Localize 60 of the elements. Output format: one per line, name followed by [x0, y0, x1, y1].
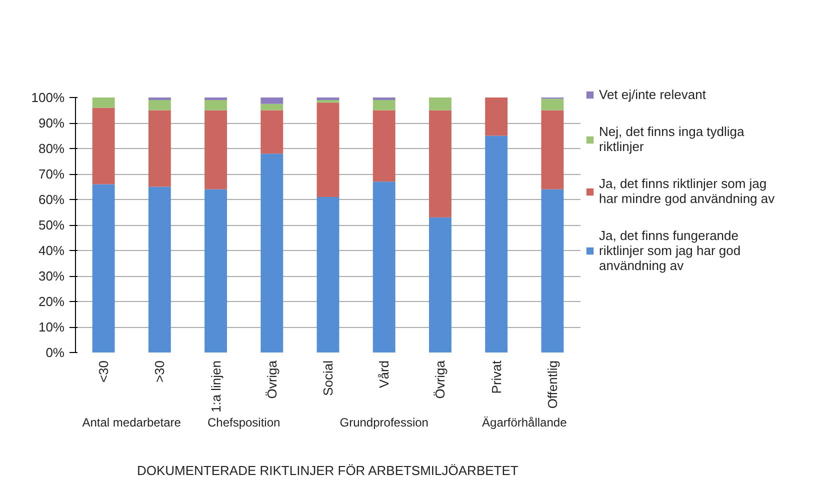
x-tick-label: 1:a linjen: [208, 360, 224, 413]
bar: [372, 100, 396, 110]
bar: [92, 108, 115, 184]
bar: [316, 98, 340, 100]
legend-label: Ja, det finns riktlinjer som jag har mindre god användning av: [599, 176, 775, 206]
bar: [316, 100, 340, 103]
legend-label: Nej, det finns inga tydliga riktlinjer: [599, 124, 744, 154]
text: Ägarförhållande: [482, 416, 568, 430]
y-tick-label: 30%: [38, 268, 65, 284]
bar: [429, 217, 452, 352]
bar: [148, 186, 171, 352]
bar: [485, 98, 508, 136]
bar: [92, 98, 115, 108]
y-tick-label: 0%: [46, 345, 65, 360]
bar: [148, 110, 171, 187]
y-tick-label: 90%: [38, 116, 65, 130]
text: Chefsposition: [207, 416, 280, 430]
y-tick-label: 60%: [38, 192, 65, 207]
x-tick-label: Övriga: [264, 360, 280, 399]
bar: [316, 102, 340, 197]
y-tick-label: 100%: [31, 90, 65, 105]
bar: [429, 110, 452, 218]
bar: [485, 136, 508, 352]
x-tick-label: Vård: [376, 360, 392, 388]
bar: [541, 189, 564, 352]
bar: [541, 110, 564, 190]
bar: [372, 182, 396, 352]
bar: [372, 110, 396, 182]
y-tick-label: 10%: [38, 320, 65, 334]
y-tick-label: 40%: [38, 243, 65, 258]
bar: [148, 100, 171, 110]
bar: [260, 110, 284, 154]
y-tick-label: 70%: [38, 166, 65, 182]
bar: [92, 184, 115, 352]
bar: [260, 154, 284, 352]
bar: [541, 98, 564, 110]
bar: [204, 100, 227, 110]
x-tick-label: Social: [320, 360, 336, 396]
bar: [204, 110, 227, 190]
x-tick-label: <30: [96, 360, 112, 383]
y-tick-label: 20%: [38, 294, 65, 309]
text: Grundprofession: [340, 416, 428, 430]
bar: [260, 104, 284, 110]
x-tick-label: Privat: [488, 360, 504, 394]
bar: [316, 196, 340, 352]
text: Antal medarbetare: [82, 416, 182, 430]
bar: [260, 98, 284, 104]
x-tick-label: Övriga: [432, 360, 448, 399]
legend-label: Vet ej/inte relevant: [599, 87, 706, 102]
bar: [204, 189, 227, 352]
y-tick-label: 50%: [38, 218, 65, 232]
bar: [204, 98, 227, 100]
x-axis-title: DOKUMENTERADE RIKTLINJER FÖR ARBETSMILJÖARBETET: [136, 463, 518, 478]
bar: [372, 98, 396, 100]
y-tick-label: 80%: [38, 141, 65, 156]
bar: [148, 98, 171, 100]
x-tick-label: Offentlig: [544, 360, 560, 409]
legend-label: Ja, det finns fungerande riktlinjer som jag har god användning av: [599, 228, 741, 273]
x-tick-label: >30: [152, 360, 168, 383]
bar: [429, 98, 452, 110]
